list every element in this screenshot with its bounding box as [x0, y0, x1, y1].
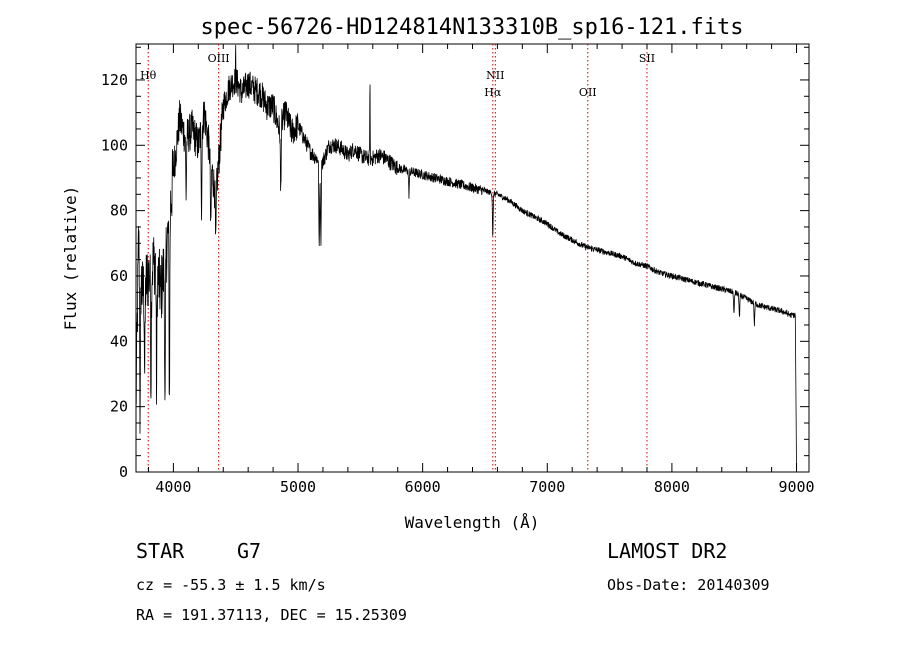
coordinates: RA = 191.37113, DEC = 15.25309	[136, 606, 407, 624]
y-tick-label: 80	[110, 202, 128, 220]
x-tick-label: 7000	[529, 478, 565, 496]
redshift-info: cz = -55.3 ± 1.5 km/s	[136, 576, 326, 594]
x-tick-label: 4000	[155, 478, 191, 496]
x-axis-label: Wavelength (Å)	[405, 513, 540, 532]
y-tick-label: 100	[101, 136, 128, 154]
x-tick-label: 9000	[778, 478, 814, 496]
y-tick-label: 60	[110, 267, 128, 285]
x-axis: 4000 5000 6000 7000 8000 9000	[147, 44, 815, 496]
y-axis-label: Flux (relative)	[61, 186, 80, 331]
y-tick-label: 20	[110, 398, 128, 416]
object-subclass: G7	[237, 539, 261, 563]
observation-date: Obs-Date: 20140309	[607, 576, 770, 594]
x-tick-label: 6000	[405, 478, 441, 496]
plot-frame	[135, 43, 810, 473]
spectral-line-label: NII	[486, 69, 504, 82]
y-axis: 0 20 40 60 80 100 120	[101, 46, 809, 481]
y-tick-label: 40	[110, 332, 128, 350]
x-tick-label: 8000	[654, 478, 690, 496]
spectral-line-label: Hα	[484, 86, 502, 99]
spectrum-series-line	[135, 44, 797, 473]
spectral-line-label: SII	[639, 52, 655, 65]
y-tick-label: 120	[101, 71, 128, 89]
chart-title: spec-56726-HD124814N133310B_sp16-121.fit…	[200, 15, 743, 40]
spectral-line-label: OII	[579, 86, 597, 99]
object-class: STAR	[136, 539, 185, 563]
emission-line-markers: Hθ OIII NII Hα OII SII	[140, 44, 655, 472]
y-tick-label: 0	[119, 463, 128, 481]
x-tick-label: 5000	[280, 478, 316, 496]
survey-name: LAMOST DR2	[607, 539, 727, 563]
spectral-line-label: Hθ	[140, 69, 157, 82]
spectral-line-label: OIII	[208, 52, 230, 65]
